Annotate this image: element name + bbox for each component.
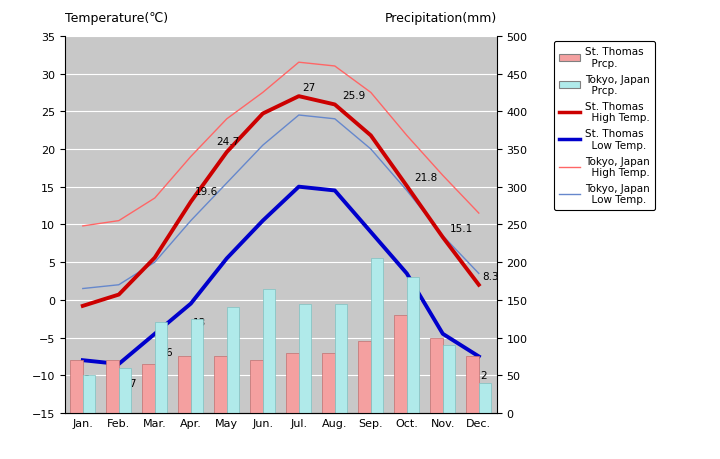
Bar xyxy=(443,345,455,413)
Bar xyxy=(430,338,443,413)
Text: 5.6: 5.6 xyxy=(156,347,174,358)
Text: 27: 27 xyxy=(302,83,315,92)
Text: -0.8: -0.8 xyxy=(71,374,91,384)
Bar xyxy=(407,278,419,413)
Bar xyxy=(299,304,311,413)
Text: Temperature(℃): Temperature(℃) xyxy=(65,12,168,25)
Text: 24.7: 24.7 xyxy=(216,137,239,146)
Text: 15.1: 15.1 xyxy=(450,224,473,234)
Bar xyxy=(107,360,119,413)
Bar xyxy=(394,315,407,413)
Bar xyxy=(335,304,347,413)
Bar xyxy=(191,319,203,413)
Bar xyxy=(371,259,383,413)
Text: 21.8: 21.8 xyxy=(414,173,437,183)
Bar xyxy=(83,375,95,413)
Bar xyxy=(287,353,299,413)
Text: Precipitation(mm): Precipitation(mm) xyxy=(384,12,497,25)
Text: 25.9: 25.9 xyxy=(342,91,365,101)
Bar xyxy=(119,368,131,413)
Bar xyxy=(227,308,239,413)
Text: 0.7: 0.7 xyxy=(121,378,137,388)
Legend: St. Thomas
  Prcp., Tokyo, Japan
  Prcp., St. Thomas
  High Temp., St. Thomas
  : St. Thomas Prcp., Tokyo, Japan Prcp., St… xyxy=(554,42,655,210)
Bar xyxy=(359,341,371,413)
Bar xyxy=(251,360,263,413)
Bar xyxy=(479,383,491,413)
Bar xyxy=(466,357,479,413)
Bar xyxy=(263,289,275,413)
Text: 2: 2 xyxy=(481,370,487,380)
Bar xyxy=(142,364,155,413)
Bar xyxy=(215,357,227,413)
Bar xyxy=(179,357,191,413)
Bar xyxy=(155,323,167,413)
Text: 19.6: 19.6 xyxy=(194,187,217,197)
Text: 13: 13 xyxy=(192,318,206,327)
Bar xyxy=(71,360,83,413)
Text: 8.3: 8.3 xyxy=(482,271,499,281)
Bar xyxy=(323,353,335,413)
